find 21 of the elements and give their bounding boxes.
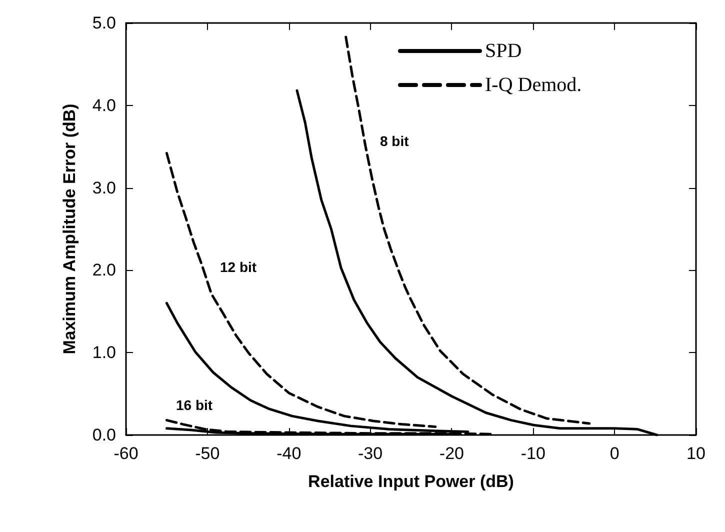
annotation: 16 bit xyxy=(176,397,213,413)
y-tick-label: 2.0 xyxy=(92,260,116,280)
legend-label: I-Q Demod. xyxy=(485,74,582,96)
y-axis-title: Maximum Amplitude Error (dB) xyxy=(60,104,79,354)
y-tick-label: 0.0 xyxy=(92,426,116,444)
x-axis-title: Relative Input Power (dB) xyxy=(308,472,514,491)
x-tick-label: -50 xyxy=(195,444,220,463)
y-tick-label: 4.0 xyxy=(92,96,116,115)
y-tick-label: 5.0 xyxy=(92,14,116,32)
x-tick-label: 10 xyxy=(686,444,706,463)
annotation: 8 bit xyxy=(380,133,410,149)
x-tick-label: -40 xyxy=(276,444,302,463)
y-tick-label: 3.0 xyxy=(92,178,116,198)
x-tick-label: -30 xyxy=(358,444,383,463)
legend-label: SPD xyxy=(485,40,522,62)
x-tick-label: -10 xyxy=(520,444,546,463)
x-tick-label: -20 xyxy=(439,444,464,463)
y-tick-label: 1.0 xyxy=(92,343,116,362)
x-tick-label: 0 xyxy=(610,444,620,463)
x-tick-label: -60 xyxy=(114,444,138,463)
annotation: 12 bit xyxy=(220,259,257,275)
